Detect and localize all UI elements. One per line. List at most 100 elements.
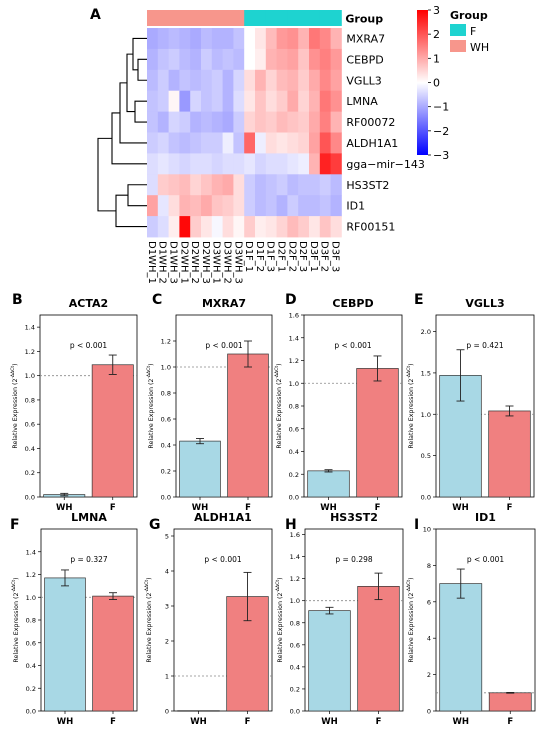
y-axis-label: Relative Expression (2-ΔΔCt) [274, 363, 283, 448]
x-tick-label: WH [57, 717, 74, 727]
y-tick-label: 1.2 [161, 338, 171, 346]
heatmap-column-label: D3F_1 [308, 241, 319, 272]
heatmap-cell [255, 111, 267, 133]
y-axis-label: Relative Expression (2-ΔΔCt) [406, 363, 415, 448]
bar-f [356, 368, 399, 498]
heatmap-cell [330, 153, 342, 175]
y-tick-label: 0.6 [25, 421, 35, 429]
y-tick-label: 0.0 [26, 708, 36, 716]
y-tick-label: 0.2 [26, 685, 36, 693]
colorbar-tick-label: 2 [433, 28, 440, 41]
panel-label: E [414, 292, 424, 308]
panel-label: G [149, 517, 161, 533]
heatmap-cell [157, 216, 169, 238]
y-axis-label-exponent: -ΔΔCt [275, 580, 281, 593]
heatmap-cell [287, 28, 299, 50]
heatmap-cell [233, 90, 245, 112]
heatmap-cell [233, 132, 245, 154]
bar-panel-d: D CEBPD 0.0 0.2 0.4 0.6 0.8 1.0 1.2 1.4 1.6 Relativ… [274, 292, 403, 513]
x-tick-label: F [245, 503, 251, 513]
heatmap-cell [147, 174, 159, 196]
row-dendrogram [97, 37, 147, 228]
chart-title: ALDH1A1 [194, 511, 252, 524]
chart-title: LMNA [71, 511, 107, 524]
heatmap-cell [157, 28, 169, 50]
y-tick-label: 4 [165, 568, 169, 576]
dendrogram-link [127, 184, 147, 207]
heatmap-cell [147, 111, 159, 133]
heatmap-column-label: D2F_2 [286, 241, 297, 272]
heatmap-cell [168, 174, 180, 196]
legend-label-wh: WH [470, 41, 489, 54]
y-tick-label: 4 [427, 635, 431, 643]
heatmap-row-label: LMNA [346, 95, 378, 108]
y-tick-label: 5 [165, 533, 169, 541]
heatmap-row-label: RF00151 [346, 221, 395, 234]
heatmap-cell [287, 132, 299, 154]
heatmap-cell [190, 132, 202, 154]
heatmap-cell [309, 195, 321, 217]
colorbar-tick-label: −1 [433, 101, 449, 114]
x-tick-label: F [375, 503, 381, 513]
heatmap-cell [319, 132, 331, 154]
heatmap-cell [233, 111, 245, 133]
y-axis-label-text: Relative Expression (2 [408, 379, 415, 449]
group-annotation-cell [222, 10, 234, 26]
heatmap-cell [255, 90, 267, 112]
panel-label: H [285, 517, 297, 533]
heatmap-cell [244, 132, 256, 154]
p-value-annotation: p < 0.001 [204, 555, 242, 564]
y-tick-label: 1.0 [26, 594, 36, 602]
y-axis-label: Relative Expression (2-ΔΔCt) [146, 363, 155, 448]
legend-swatch-wh [450, 40, 466, 52]
x-tick-label: F [245, 717, 251, 727]
y-axis-label-text: Relative Expression (2 [12, 379, 19, 449]
x-tick-label: WH [321, 717, 338, 727]
heatmap-cell [147, 69, 159, 92]
bar-panel-f: F LMNA 0.0 0.2 0.4 0.6 0.8 1.0 1.2 1.4 Relative Ex… [10, 511, 138, 727]
y-tick-label: 1.2 [26, 571, 36, 579]
y-tick-label: 0.8 [289, 403, 299, 411]
y-tick-label: 3 [165, 603, 169, 611]
y-tick-label: 0.2 [161, 468, 171, 476]
y-tick-label: 2 [427, 671, 431, 679]
heatmap-cell [190, 48, 202, 71]
heatmap-cell [157, 132, 169, 154]
heatmap-cell [255, 216, 267, 238]
y-tick-label: 1.2 [289, 357, 299, 365]
x-tick-label: WH [320, 503, 337, 513]
bar-chart-panels: B ACTA2 0.0 0.2 0.4 0.6 0.8 1.0 1.2 1.4 Relative E… [10, 292, 536, 727]
y-axis-label-text: Relative Expression (2 [277, 593, 284, 663]
heatmap-cell [222, 153, 234, 175]
heatmap-cell [233, 174, 245, 196]
x-tick-label: F [110, 717, 116, 727]
heatmap-column-label: D3WH_1 [211, 241, 222, 284]
y-tick-label: 1.4 [25, 324, 35, 332]
heatmap-cell [179, 174, 191, 196]
heatmap-cell [233, 48, 245, 71]
heatmap-cell [222, 90, 234, 112]
heatmap-cell [330, 132, 342, 154]
colorbar-tick-label: −2 [433, 125, 449, 138]
heatmap-cell [309, 174, 321, 196]
y-axis-label-exponent: -ΔΔCt [10, 366, 16, 379]
heatmap-column-label: D3F_3 [330, 241, 341, 272]
legend-label-f: F [470, 25, 476, 38]
p-value-annotation: p < 0.001 [205, 341, 243, 350]
group-annotation-cell [309, 10, 321, 26]
heatmap-cell [319, 90, 331, 112]
heatmap-cell [287, 48, 299, 71]
heatmap-cell [276, 69, 288, 92]
heatmap-cell [255, 174, 267, 196]
chart-title: ID1 [475, 511, 496, 524]
dendrogram-link [134, 100, 147, 123]
x-tick-label: WH [190, 717, 207, 727]
heatmap-cell [330, 48, 342, 71]
heatmap-cell [276, 174, 288, 196]
heatmap-cell [319, 111, 331, 133]
p-value-annotation: p < 0.001 [467, 555, 505, 564]
y-axis-label-close: ) [408, 363, 415, 365]
y-tick-label: 0.8 [290, 619, 300, 627]
heatmap-cell [298, 216, 310, 238]
heatmap-cell [319, 216, 331, 238]
